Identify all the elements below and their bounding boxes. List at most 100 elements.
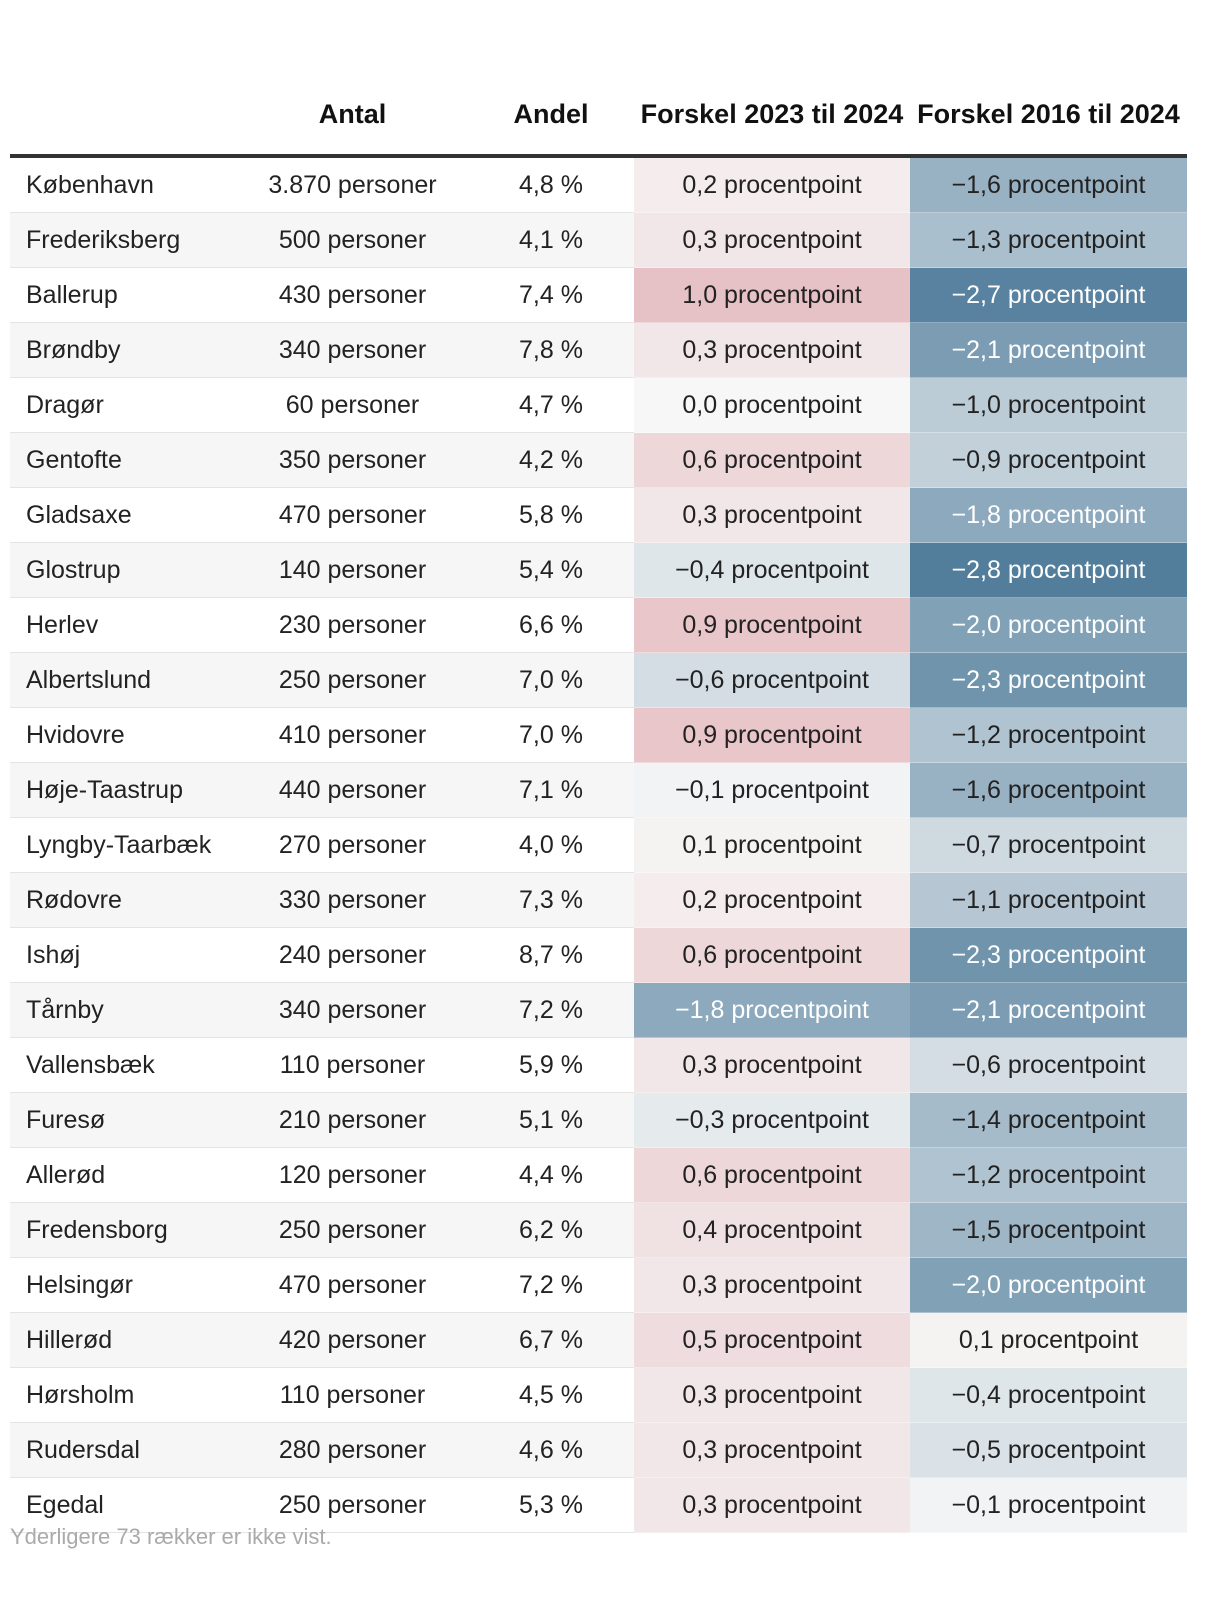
- cell-diff-2023-2024: 0,0 procentpoint: [634, 377, 910, 433]
- cell-diff-2023-2024: 0,3 procentpoint: [634, 487, 910, 543]
- cell-diff-2023-2024: 0,3 procentpoint: [634, 1257, 910, 1313]
- cell-kommune: Brøndby: [10, 322, 237, 378]
- cell-diff-2023-2024: 0,6 procentpoint: [634, 1147, 910, 1203]
- cell-diff-2023-2024: 0,6 procentpoint: [634, 432, 910, 488]
- cell-andel: 5,4 %: [468, 542, 634, 598]
- table-row: Glostrup 140 personer 5,4 % −0,4 procentpoi…: [10, 542, 1187, 598]
- cell-diff-2023-2024: −0,1 procentpoint: [634, 762, 910, 818]
- cell-kommune: Ballerup: [10, 267, 237, 323]
- table-row: Tårnby 340 personer 7,2 % −1,8 procentpoint…: [10, 982, 1187, 1038]
- cell-diff-2023-2024: 0,4 procentpoint: [634, 1202, 910, 1258]
- cell-diff-2016-2024: −0,5 procentpoint: [910, 1422, 1187, 1478]
- cell-antal: 470 personer: [237, 1257, 468, 1313]
- table-row: Lyngby-Taarbæk 270 personer 4,0 % 0,1 proce…: [10, 817, 1187, 873]
- cell-andel: 4,5 %: [468, 1367, 634, 1423]
- cell-kommune: Helsingør: [10, 1257, 237, 1313]
- data-table-container: Antal Andel Forskel 2023 til 2024 Forske…: [10, 0, 1187, 1533]
- table-row: Furesø 210 personer 5,1 % −0,3 procentpoint…: [10, 1092, 1187, 1148]
- cell-kommune: Frederiksberg: [10, 212, 237, 268]
- cell-kommune: Hvidovre: [10, 707, 237, 763]
- cell-andel: 7,2 %: [468, 1257, 634, 1313]
- table-row: Rudersdal 280 personer 4,6 % 0,3 procentpoi…: [10, 1422, 1187, 1478]
- cell-antal: 250 personer: [237, 1477, 468, 1533]
- cell-diff-2016-2024: −1,6 procentpoint: [910, 762, 1187, 818]
- cell-antal: 250 personer: [237, 1202, 468, 1258]
- cell-antal: 60 personer: [237, 377, 468, 433]
- header-row: Antal Andel Forskel 2023 til 2024 Forske…: [10, 0, 1187, 158]
- cell-kommune: København: [10, 156, 237, 213]
- cell-antal: 110 personer: [237, 1367, 468, 1423]
- table-row: Vallensbæk 110 personer 5,9 % 0,3 procentpo…: [10, 1037, 1187, 1093]
- cell-kommune: Rødovre: [10, 872, 237, 928]
- cell-andel: 4,8 %: [468, 156, 634, 213]
- header-andel: Andel: [468, 0, 634, 158]
- cell-antal: 240 personer: [237, 927, 468, 983]
- table-body: København 3.870 personer 4,8 % 0,2 procentp…: [10, 156, 1187, 1533]
- table-row: Hvidovre 410 personer 7,0 % 0,9 procentpoin…: [10, 707, 1187, 763]
- cell-diff-2023-2024: 0,3 procentpoint: [634, 1037, 910, 1093]
- cell-andel: 7,3 %: [468, 872, 634, 928]
- cell-antal: 280 personer: [237, 1422, 468, 1478]
- cell-diff-2023-2024: −0,3 procentpoint: [634, 1092, 910, 1148]
- cell-diff-2023-2024: 0,1 procentpoint: [634, 817, 910, 873]
- cell-andel: 6,6 %: [468, 597, 634, 653]
- cell-antal: 430 personer: [237, 267, 468, 323]
- cell-diff-2016-2024: −2,0 procentpoint: [910, 597, 1187, 653]
- cell-diff-2016-2024: −1,4 procentpoint: [910, 1092, 1187, 1148]
- cell-andel: 7,0 %: [468, 707, 634, 763]
- table-row: Dragør 60 personer 4,7 % 0,0 procentpoint −1…: [10, 377, 1187, 433]
- cell-diff-2016-2024: −1,2 procentpoint: [910, 707, 1187, 763]
- cell-antal: 470 personer: [237, 487, 468, 543]
- cell-diff-2023-2024: 0,6 procentpoint: [634, 927, 910, 983]
- table-row: Rødovre 330 personer 7,3 % 0,2 procentpoint…: [10, 872, 1187, 928]
- cell-diff-2023-2024: 1,0 procentpoint: [634, 267, 910, 323]
- cell-diff-2016-2024: −2,0 procentpoint: [910, 1257, 1187, 1313]
- cell-antal: 250 personer: [237, 652, 468, 708]
- cell-diff-2023-2024: 0,3 procentpoint: [634, 322, 910, 378]
- header-diff-2016-2024: Forskel 2016 til 2024: [910, 0, 1187, 158]
- cell-antal: 500 personer: [237, 212, 468, 268]
- header-name: [10, 0, 237, 158]
- cell-kommune: Gentofte: [10, 432, 237, 488]
- cell-kommune: Dragør: [10, 377, 237, 433]
- cell-andel: 4,7 %: [468, 377, 634, 433]
- table-row: Ballerup 430 personer 7,4 % 1,0 procentpoin…: [10, 267, 1187, 323]
- table-row: Allerød 120 personer 4,4 % 0,6 procentpoint…: [10, 1147, 1187, 1203]
- cell-andel: 8,7 %: [468, 927, 634, 983]
- table-row: Fredensborg 250 personer 6,2 % 0,4 procentp…: [10, 1202, 1187, 1258]
- cell-diff-2016-2024: −0,4 procentpoint: [910, 1367, 1187, 1423]
- table-row: København 3.870 personer 4,8 % 0,2 procentp…: [10, 156, 1187, 213]
- table-row: Hillerød 420 personer 6,7 % 0,5 procentpoin…: [10, 1312, 1187, 1368]
- cell-antal: 3.870 personer: [237, 156, 468, 213]
- cell-andel: 4,1 %: [468, 212, 634, 268]
- cell-diff-2016-2024: −1,2 procentpoint: [910, 1147, 1187, 1203]
- cell-antal: 140 personer: [237, 542, 468, 598]
- cell-diff-2016-2024: −2,3 procentpoint: [910, 652, 1187, 708]
- cell-diff-2023-2024: 0,2 procentpoint: [634, 872, 910, 928]
- cell-kommune: Hørsholm: [10, 1367, 237, 1423]
- cell-kommune: Fredensborg: [10, 1202, 237, 1258]
- cell-andel: 5,1 %: [468, 1092, 634, 1148]
- cell-kommune: Allerød: [10, 1147, 237, 1203]
- cell-antal: 110 personer: [237, 1037, 468, 1093]
- table-row: Brøndby 340 personer 7,8 % 0,3 procentpoint…: [10, 322, 1187, 378]
- cell-antal: 340 personer: [237, 982, 468, 1038]
- cell-andel: 4,2 %: [468, 432, 634, 488]
- cell-kommune: Glostrup: [10, 542, 237, 598]
- cell-andel: 7,4 %: [468, 267, 634, 323]
- cell-diff-2023-2024: −1,8 procentpoint: [634, 982, 910, 1038]
- cell-antal: 350 personer: [237, 432, 468, 488]
- cell-diff-2023-2024: 0,9 procentpoint: [634, 597, 910, 653]
- cell-diff-2016-2024: −1,0 procentpoint: [910, 377, 1187, 433]
- cell-diff-2023-2024: 0,2 procentpoint: [634, 156, 910, 213]
- cell-diff-2016-2024: −2,8 procentpoint: [910, 542, 1187, 598]
- cell-antal: 440 personer: [237, 762, 468, 818]
- table-row: Helsingør 470 personer 7,2 % 0,3 procentpoi…: [10, 1257, 1187, 1313]
- data-table: Antal Andel Forskel 2023 til 2024 Forske…: [10, 0, 1187, 1533]
- cell-kommune: Tårnby: [10, 982, 237, 1038]
- cell-antal: 120 personer: [237, 1147, 468, 1203]
- cell-diff-2023-2024: 0,9 procentpoint: [634, 707, 910, 763]
- cell-kommune: Rudersdal: [10, 1422, 237, 1478]
- cell-andel: 7,2 %: [468, 982, 634, 1038]
- cell-kommune: Lyngby-Taarbæk: [10, 817, 237, 873]
